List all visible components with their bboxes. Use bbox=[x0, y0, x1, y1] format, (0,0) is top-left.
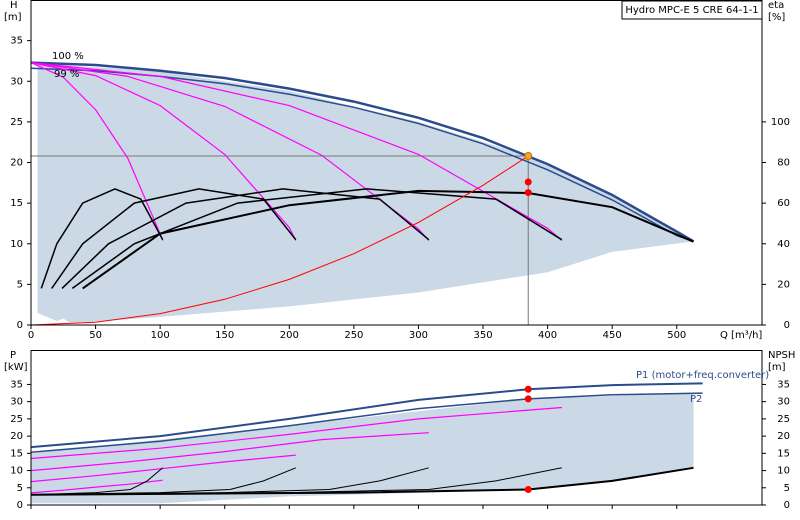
x-tick-label: 0 bbox=[28, 330, 34, 341]
operating-range bbox=[31, 393, 694, 504]
x-tick-label: 150 bbox=[215, 330, 234, 341]
x-tick-label: 350 bbox=[473, 330, 492, 341]
curve bbox=[30, 61, 695, 243]
operating-range bbox=[37, 63, 694, 323]
y2-tick-label: 0 bbox=[784, 320, 790, 331]
curve bbox=[30, 432, 429, 472]
y2-tick-label: 30 bbox=[777, 397, 790, 408]
y-axis-title: P bbox=[10, 350, 16, 361]
curve bbox=[71, 188, 563, 290]
y2-tick-label: 20 bbox=[777, 431, 790, 442]
title-box bbox=[621, 0, 763, 20]
duty-point bbox=[524, 178, 532, 186]
curve bbox=[30, 382, 703, 449]
y2-tick-label: 25 bbox=[777, 414, 790, 425]
y2-tick-label: 80 bbox=[777, 158, 790, 169]
duty-point bbox=[524, 486, 532, 493]
curve bbox=[30, 467, 164, 496]
x-axis-title: Q [m³/h] bbox=[720, 330, 762, 341]
duty-point bbox=[524, 395, 532, 403]
plot-frame bbox=[30, 350, 763, 506]
y2-tick-label: 5 bbox=[784, 483, 790, 494]
x-tick-label: 500 bbox=[667, 330, 686, 341]
curve bbox=[30, 62, 430, 241]
y-tick-label: 20 bbox=[10, 158, 23, 169]
curve bbox=[40, 188, 164, 289]
x-tick-label: 200 bbox=[280, 330, 299, 341]
curve bbox=[51, 188, 297, 289]
duty-point bbox=[524, 152, 533, 160]
x-tick-label: 400 bbox=[538, 330, 557, 341]
y-tick-label: 10 bbox=[10, 239, 23, 250]
y-axis-unit: [kW] bbox=[4, 362, 28, 373]
curve bbox=[30, 62, 297, 241]
legend-label: P1 (motor+freq.converter) bbox=[636, 370, 769, 381]
y2-tick-label: 0 bbox=[784, 500, 790, 511]
y-tick-label: 15 bbox=[10, 198, 23, 209]
y-axis-unit: [m] bbox=[4, 12, 22, 23]
curve bbox=[30, 454, 296, 483]
chart-title: Hydro MPC-E 5 CRE 64-1-1 bbox=[625, 5, 758, 16]
y2-tick-label: 15 bbox=[777, 448, 790, 459]
curve bbox=[82, 189, 694, 290]
legend-label: P2 bbox=[690, 394, 702, 405]
x-tick-label: 450 bbox=[603, 330, 622, 341]
x-tick-label: 50 bbox=[89, 330, 102, 341]
y-tick-label: 35 bbox=[10, 36, 23, 47]
y-tick-label: 10 bbox=[10, 466, 23, 477]
y2-tick-label: 60 bbox=[777, 198, 790, 209]
duty-point bbox=[524, 189, 532, 197]
y-tick-label: 15 bbox=[10, 448, 23, 459]
y-axis-title: H bbox=[10, 0, 18, 11]
x-tick-label: 100 bbox=[151, 330, 170, 341]
y-tick-label: 30 bbox=[10, 397, 23, 408]
curve bbox=[30, 62, 563, 241]
curve bbox=[30, 392, 703, 454]
y-tick-label: 25 bbox=[10, 414, 23, 425]
y2-tick-label: 10 bbox=[777, 466, 790, 477]
y2-tick-label: 40 bbox=[777, 239, 790, 250]
y2-tick-label: 35 bbox=[777, 379, 790, 390]
y-tick-label: 30 bbox=[10, 76, 23, 87]
y-tick-label: 25 bbox=[10, 117, 23, 128]
y2-axis-title: eta bbox=[768, 0, 784, 11]
y-tick-label: 5 bbox=[17, 483, 23, 494]
x-tick-label: 250 bbox=[344, 330, 363, 341]
y-tick-label: 35 bbox=[10, 379, 23, 390]
duty-point bbox=[524, 385, 532, 393]
curve-label: 100 % bbox=[52, 51, 84, 62]
curve bbox=[30, 406, 562, 460]
y2-axis-title: NPSH bbox=[768, 350, 795, 361]
x-tick-label: 300 bbox=[409, 330, 428, 341]
y2-axis-unit: [m] bbox=[768, 362, 786, 373]
y-tick-label: 0 bbox=[17, 320, 23, 331]
y2-tick-label: 100 bbox=[771, 117, 790, 128]
y-tick-label: 0 bbox=[17, 500, 23, 511]
curve-label: 99 % bbox=[54, 69, 79, 80]
curve bbox=[30, 479, 163, 494]
y2-axis-unit: [%] bbox=[768, 12, 785, 23]
curve bbox=[30, 155, 529, 326]
y-tick-label: 5 bbox=[17, 279, 23, 290]
curve bbox=[61, 188, 430, 289]
y-tick-label: 20 bbox=[10, 431, 23, 442]
y2-tick-label: 20 bbox=[777, 279, 790, 290]
